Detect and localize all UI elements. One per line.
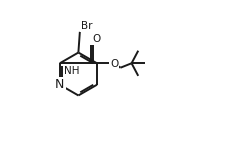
Text: NH: NH xyxy=(64,66,79,76)
Text: Br: Br xyxy=(80,21,92,31)
Text: N: N xyxy=(55,78,64,91)
Text: O: O xyxy=(110,59,118,69)
Text: O: O xyxy=(92,34,100,44)
